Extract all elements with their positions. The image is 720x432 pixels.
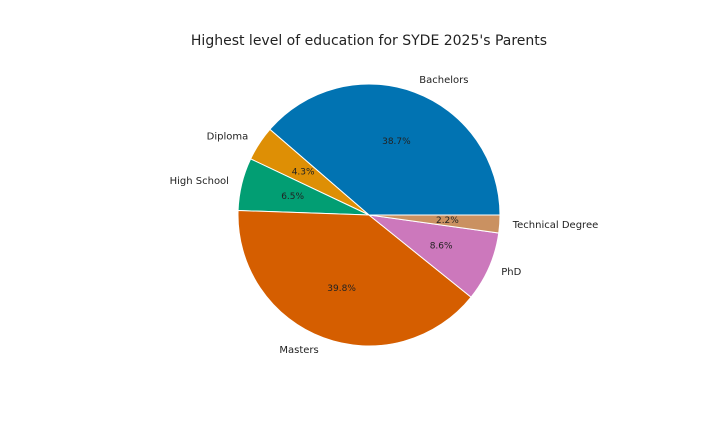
slice-pct-diploma: 4.3% [292, 168, 315, 178]
chart-title: Highest level of education for SYDE 2025… [190, 33, 548, 49]
slice-label-technical-degree: Technical Degree [512, 220, 599, 231]
slice-pct-high-school: 6.5% [281, 192, 304, 202]
slice-label-bachelors: Bachelors [419, 75, 468, 86]
slice-label-masters: Masters [279, 345, 318, 356]
pie-slice-masters [237, 209, 472, 347]
slice-label-phd: PhD [501, 267, 521, 278]
slice-label-diploma: Diploma [207, 131, 249, 142]
pie-slice-technical-degree [368, 214, 501, 234]
slice-label-high-school: High School [170, 176, 229, 187]
slice-pct-technical-degree: 2.2% [436, 216, 459, 226]
slice-pct-bachelors: 38.7% [382, 137, 411, 147]
slice-pct-masters: 39.8% [327, 284, 356, 294]
pie-slice-bachelors [269, 83, 501, 216]
slice-pct-phd: 8.6% [430, 242, 453, 252]
